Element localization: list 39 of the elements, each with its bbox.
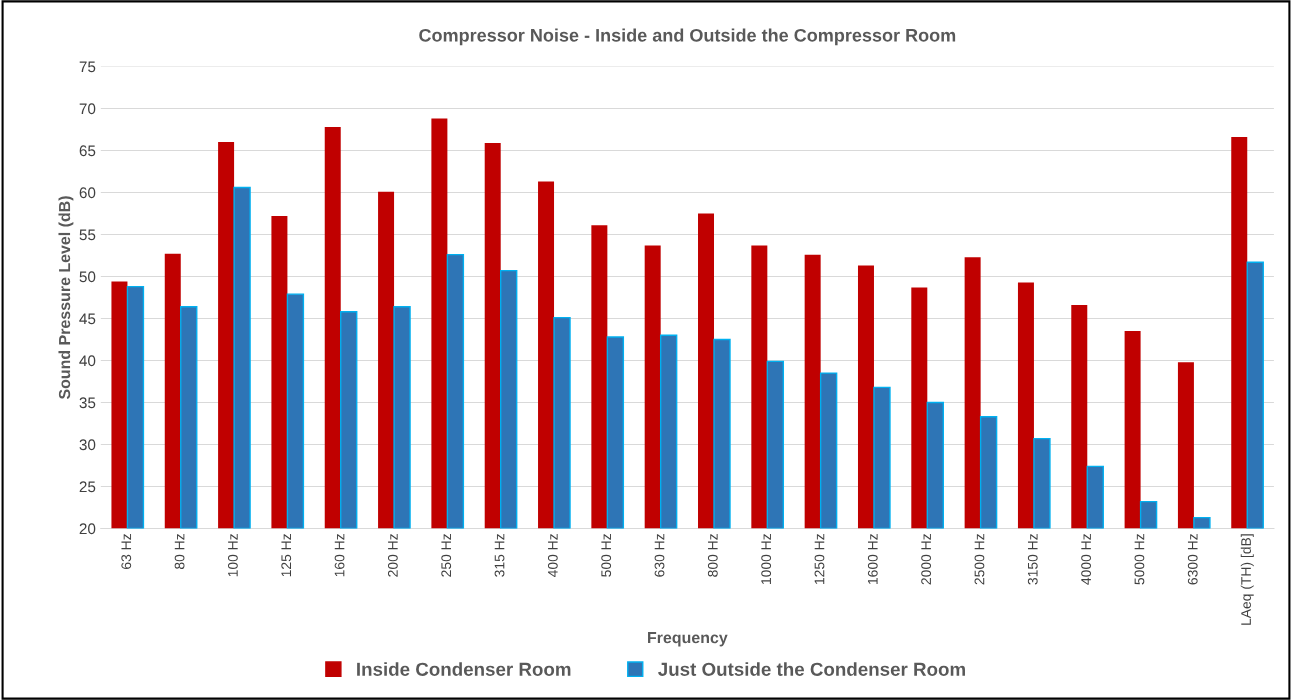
x-tick-label: 1000 Hz xyxy=(761,534,772,585)
y-tick-label: 60 xyxy=(79,187,96,199)
y-tick-label: 55 xyxy=(79,229,96,241)
y-tick-label: 25 xyxy=(79,481,96,493)
y-axis-title: Sound Pressure Level (dB) xyxy=(58,196,74,400)
y-tick-label: 65 xyxy=(79,145,96,157)
x-tick-label: 2500 Hz xyxy=(974,534,985,585)
x-tick-label: LAeq (TH) [dB] xyxy=(1240,534,1254,625)
x-tick-label: 80 Hz xyxy=(174,534,185,570)
x-tick-label: 1250 Hz xyxy=(814,534,825,585)
y-tick-label: 40 xyxy=(79,355,96,367)
x-tick-label: 500 Hz xyxy=(601,534,612,577)
legend-label: Just Outside the Condenser Room xyxy=(658,662,965,676)
x-tick-label: 200 Hz xyxy=(387,534,398,577)
x-tick-label: 400 Hz xyxy=(547,534,558,578)
x-axis-title: Frequency xyxy=(648,632,728,647)
x-tick-label: 3150 Hz xyxy=(1027,534,1038,585)
y-tick-label: 70 xyxy=(79,103,96,115)
chart-title: Compressor Noise - Inside and Outside the Compressor Room xyxy=(419,28,956,46)
x-tick-label: 63 Hz xyxy=(121,534,132,569)
x-tick-label: 800 Hz xyxy=(707,534,718,577)
legend-label: Inside Condenser Room xyxy=(357,662,571,676)
y-tick-label: 45 xyxy=(79,313,96,325)
x-tick-label: 315 Hz xyxy=(494,534,505,577)
y-tick-label: 35 xyxy=(79,397,96,409)
x-tick-label: 5000 Hz xyxy=(1134,534,1145,585)
y-tick-label: 75 xyxy=(79,61,96,73)
y-tick-label: 30 xyxy=(79,439,96,451)
x-tick-label: 6300 Hz xyxy=(1187,534,1198,585)
y-tick-label: 50 xyxy=(79,271,96,283)
x-tick-label: 250 Hz xyxy=(441,534,452,577)
x-tick-label: 1600 Hz xyxy=(867,534,878,585)
x-tick-label: 4000 Hz xyxy=(1081,534,1092,585)
x-tick-label: 160 Hz xyxy=(334,534,345,577)
x-tick-label: 125 Hz xyxy=(281,534,292,577)
x-tick-label: 630 Hz xyxy=(654,534,665,577)
y-tick-label: 20 xyxy=(79,523,96,535)
x-tick-label: 100 Hz xyxy=(227,534,238,577)
x-tick-label: 2000 Hz xyxy=(921,534,932,585)
